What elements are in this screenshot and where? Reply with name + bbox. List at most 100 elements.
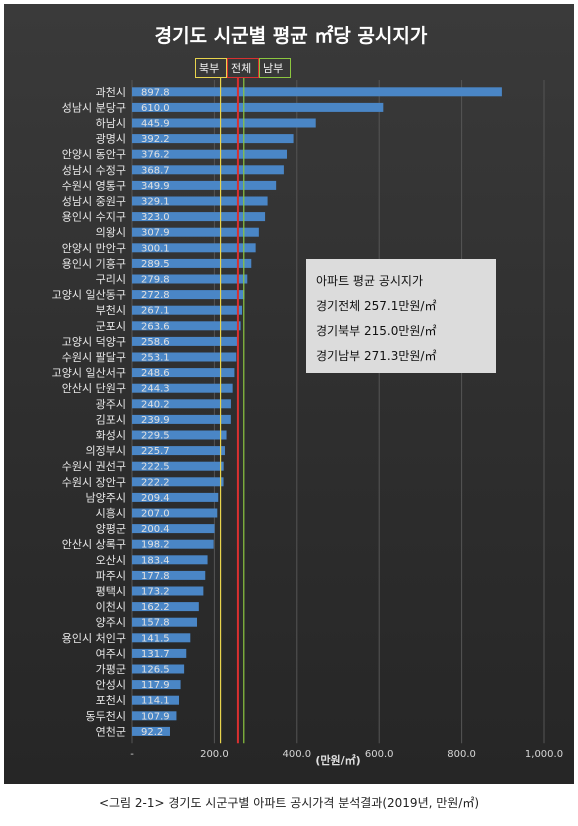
bar: [132, 508, 218, 518]
bar: [132, 633, 191, 643]
data-label: 279.8: [141, 275, 170, 286]
legend-south: 남부: [259, 58, 291, 78]
data-label: 131.7: [141, 649, 170, 660]
category-label: 김포시: [96, 413, 126, 426]
category-label: 용인시 기흥구: [62, 256, 126, 270]
data-label: 307.9: [141, 228, 170, 239]
bar: [132, 149, 287, 159]
bar: [132, 383, 233, 393]
bar: [132, 352, 237, 362]
data-label: 239.9: [141, 415, 170, 426]
bar: [132, 368, 235, 378]
bar: [132, 180, 277, 190]
category-label: 파주시: [96, 569, 126, 582]
data-label: 177.8: [141, 571, 170, 582]
category-label: 여주시: [96, 647, 126, 660]
data-label: 222.2: [141, 477, 170, 488]
bar: [132, 602, 199, 612]
category-label: 고양시 일산동구: [52, 288, 126, 302]
data-label: 610.0: [141, 103, 170, 114]
bar: [132, 321, 241, 331]
bar: [132, 711, 177, 721]
data-label: 267.1: [141, 306, 170, 317]
category-label: 안양시 동안구: [62, 148, 126, 161]
category-label: 평택시: [96, 585, 126, 598]
bar: [132, 726, 170, 736]
bar: [132, 212, 266, 222]
category-label: 안양시 만안구: [62, 242, 126, 255]
data-label: 349.9: [141, 181, 170, 192]
data-label: 445.9: [141, 119, 170, 130]
data-label: 323.0: [141, 212, 170, 223]
legend-total: 전체: [227, 58, 259, 78]
category-label: 양평군: [96, 523, 126, 536]
summary-annotation-box: 아파트 평균 공시지가 경기전체 257.1만원/㎡ 경기북부 215.0만원/…: [306, 259, 496, 373]
category-label: 고양시 일산서구: [52, 366, 126, 380]
annotation-line-north: 경기북부 215.0만원/㎡: [316, 324, 437, 338]
bar: [132, 492, 219, 502]
data-label: 229.5: [141, 431, 170, 442]
legend-north: 북부: [195, 58, 227, 78]
bar: [132, 555, 208, 565]
annotation-line-total: 경기전체 257.1만원/㎡: [316, 299, 437, 313]
data-label: 183.4: [141, 555, 170, 566]
bar-chart: 경기도 시군별 평균 ㎡당 공시지가 과천시 897.8 성남시 분당구 610.0 하…: [52, 24, 563, 767]
category-label: 연천군: [96, 724, 126, 738]
data-label: 209.4: [141, 493, 170, 504]
data-label: 157.8: [141, 618, 170, 629]
bar: [132, 290, 245, 300]
figure-caption: <그림 2-1> 경기도 시군구별 아파트 공시가격 분석결과(2019년, 만…: [98, 796, 480, 810]
bar: [132, 664, 185, 674]
data-label: 162.2: [141, 602, 170, 613]
category-label: 수원시 팔달구: [62, 351, 126, 364]
category-label: 용인시 수지구: [62, 211, 126, 224]
chart-panel: 경기도 시군별 평균 ㎡당 공시지가 과천시 897.8 성남시 분당구 610.0 하…: [4, 4, 574, 784]
bar: [132, 539, 214, 549]
bar: [132, 305, 243, 315]
data-label: 240.2: [141, 399, 170, 410]
category-label: 하남시: [96, 116, 126, 130]
bar: [132, 648, 187, 658]
category-label: 가평군: [96, 663, 126, 676]
data-label: 368.7: [141, 165, 170, 176]
bar: [132, 336, 239, 346]
data-label: 253.1: [141, 353, 170, 364]
bar: [132, 461, 224, 471]
bar: [132, 118, 316, 128]
bar: [132, 617, 198, 627]
data-label: 392.2: [141, 134, 170, 145]
bar: [132, 87, 502, 97]
data-label: 126.5: [141, 665, 170, 676]
category-label: 군포시: [96, 320, 126, 333]
data-label: 200.4: [141, 524, 170, 535]
data-label: 272.8: [141, 290, 170, 301]
category-label: 과천시: [96, 85, 126, 99]
data-label: 114.1: [141, 696, 170, 707]
data-label: 173.2: [141, 587, 170, 598]
data-label: 107.9: [141, 711, 170, 722]
category-label: 시흥시: [96, 506, 126, 520]
data-label: 244.3: [141, 384, 170, 395]
bar: [132, 399, 231, 409]
category-label: 동두천시: [86, 709, 126, 723]
annotation-line-south: 경기남부 271.3만원/㎡: [316, 349, 437, 363]
data-label: 207.0: [141, 509, 170, 520]
data-label: 329.1: [141, 197, 170, 208]
x-tick-label: 400.0: [282, 749, 311, 760]
x-axis-label: (만원/㎡): [315, 753, 360, 767]
data-label: 263.6: [141, 321, 170, 332]
bar: [132, 680, 181, 690]
category-label: 수원시 장안구: [62, 476, 126, 489]
chart-title: 경기도 시군별 평균 ㎡당 공시지가: [155, 24, 428, 47]
bar: [132, 524, 215, 534]
category-label: 구리시: [96, 273, 126, 286]
x-tick-label: 1,000.0: [525, 749, 563, 760]
bar: [132, 430, 227, 440]
x-tick-label: 600.0: [365, 749, 394, 760]
data-label: 897.8: [141, 87, 170, 98]
data-label: 225.7: [141, 446, 170, 457]
category-label: 이천시: [96, 600, 126, 614]
category-label: 용인시 처인구: [62, 632, 126, 645]
category-label: 고양시 덕양구: [62, 335, 126, 348]
bar: [132, 165, 284, 175]
